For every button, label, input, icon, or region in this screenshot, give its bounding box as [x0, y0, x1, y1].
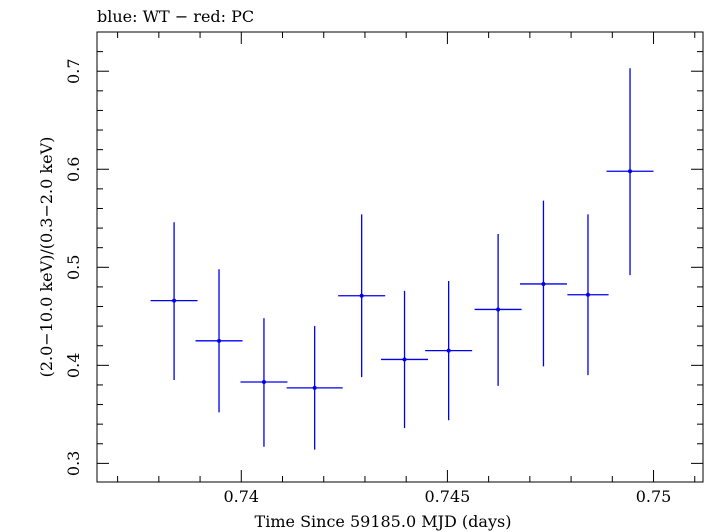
ticks-layer: 0.74 0.745 0.75 0.3 0.4 0.5 0.6 0.7	[64, 31, 703, 506]
point-marker	[402, 357, 407, 362]
data-point	[474, 233, 522, 386]
data-point	[381, 290, 429, 429]
data-layer	[150, 68, 654, 450]
y-tick-label: 0.5	[64, 255, 83, 280]
x-tick-label: 0.745	[425, 487, 471, 506]
y-tick-label: 0.6	[64, 157, 83, 182]
data-point	[338, 214, 386, 378]
point-marker	[446, 348, 451, 353]
data-point	[286, 326, 343, 450]
point-marker	[359, 293, 364, 298]
data-point	[606, 68, 654, 276]
point-marker	[628, 169, 633, 174]
data-point	[425, 281, 473, 421]
x-tick-label: 0.74	[223, 487, 259, 506]
x-axis-label: Time Since 59185.0 MJD (days)	[255, 512, 512, 531]
y-tick-label: 0.3	[64, 451, 83, 476]
data-point	[567, 214, 609, 376]
data-point	[150, 222, 198, 381]
data-point	[240, 318, 288, 447]
point-marker	[172, 298, 177, 303]
chart-title: blue: WT − red: PC	[97, 7, 254, 26]
point-marker	[312, 385, 317, 390]
data-point	[195, 269, 243, 413]
plot-frame	[96, 31, 704, 483]
y-tick-label: 0.4	[64, 353, 83, 378]
point-marker	[261, 380, 266, 384]
y-axis-label: (2.0−10.0 keV)/(0.3−2.0 keV)	[37, 137, 56, 378]
point-marker	[585, 292, 590, 297]
x-tick-label: 0.75	[636, 487, 672, 506]
data-point	[519, 200, 567, 367]
point-marker	[217, 338, 222, 343]
y-tick-label: 0.7	[64, 58, 83, 83]
point-marker	[541, 281, 546, 286]
point-marker	[496, 307, 501, 312]
